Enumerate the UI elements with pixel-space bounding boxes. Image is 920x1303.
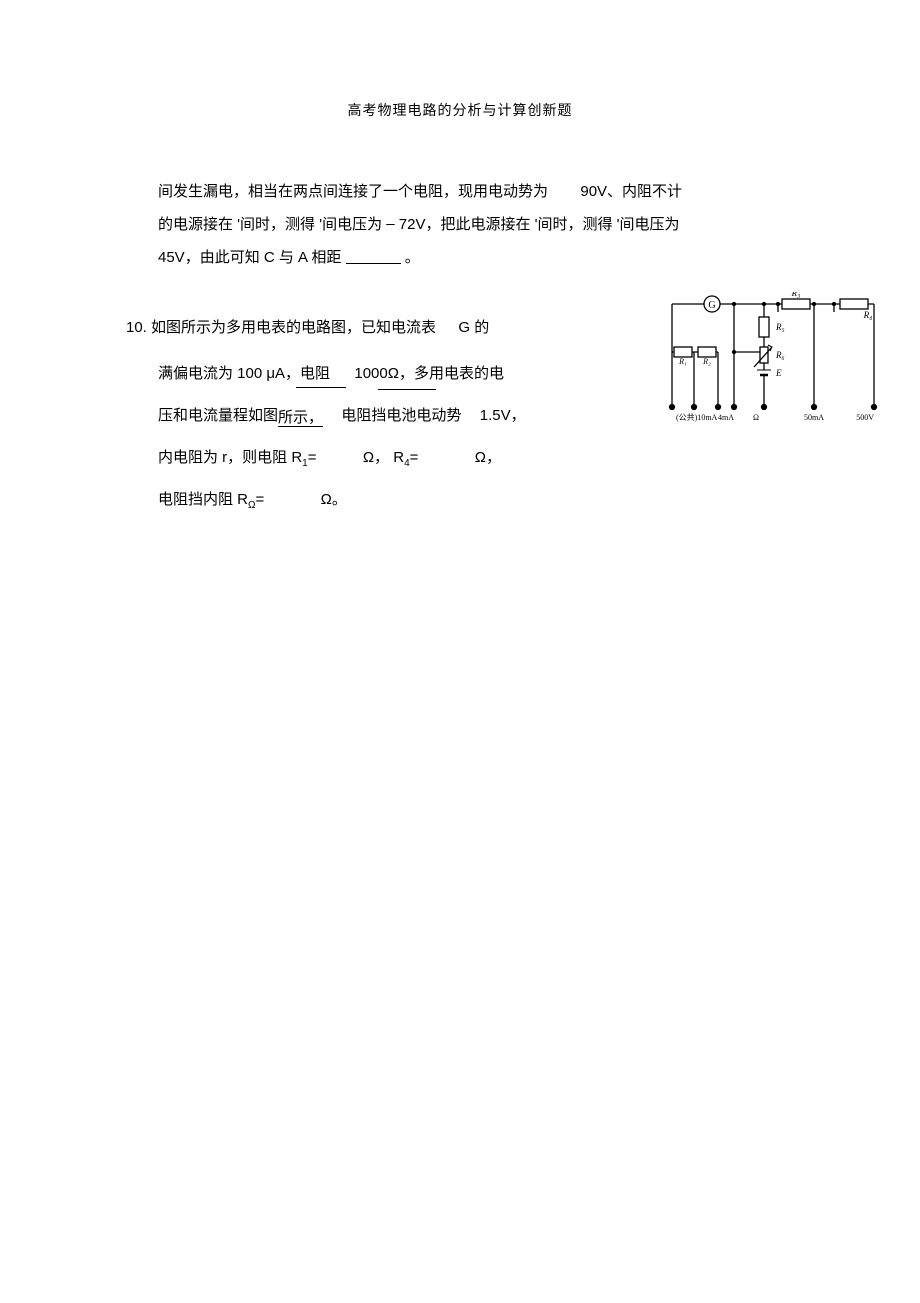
q10-blank-romega <box>268 490 316 507</box>
terminal-50ma: 50mA <box>804 413 824 422</box>
label-R2: R₂ <box>702 357 711 366</box>
circuit-diagram: G R₃ R₄ R₁ R₂ <box>664 292 884 432</box>
q10-p5c: Ω。 <box>321 491 347 508</box>
document-page: 高考物理电路的分析与计算创新题 间发生漏电，相当在两点间连接了一个电阻，现用电动… <box>0 0 920 1303</box>
q10-p4b: = <box>308 449 317 466</box>
q9-line1-a: 间发生漏电，相当在两点间连接了一个电阻，现用电动势为 <box>158 183 548 200</box>
q9-line2-b: 72V，把此电源接在 '间时，测得 '间电压为 <box>399 216 680 233</box>
q9-line3-a: 45V，由此可知 C 与 A 相距 <box>158 249 341 266</box>
label-R1: R₁ <box>678 357 687 366</box>
q10-p5-sub: Ω <box>248 500 255 511</box>
terminal-ohm: Ω <box>753 413 759 422</box>
q10-p4a: 内电阻为 r，则电阻 R <box>158 449 302 466</box>
q10-p5: 电阻挡内阻 RΩ= Ω。 <box>130 479 550 521</box>
terminal-500v: 500V <box>856 413 874 422</box>
page-header-title: 高考物理电路的分析与计算创新题 <box>130 100 790 120</box>
q10-blank-r1 <box>321 448 359 465</box>
q10-p3a: 压和电流量程如图 <box>158 407 278 424</box>
label-R4: R₄ <box>863 310 873 320</box>
label-G: G <box>708 300 715 311</box>
terminal-common: (公共)10mA <box>676 413 718 422</box>
q10-p5a: 电阻挡内阻 R <box>158 491 248 508</box>
label-E: E <box>775 368 782 378</box>
q10-p1a: 如图所示为多用电表的电路图，已知电流表 <box>151 319 436 336</box>
q10-p4: 内电阻为 r，则电阻 R1= Ω， R4= Ω， <box>130 437 550 479</box>
q10-p4d: = <box>410 449 419 466</box>
q10-text: 10. 如图所示为多用电表的电路图，已知电流表 G 的 满偏电流为 100 μA… <box>130 302 550 521</box>
q10-p5b: = <box>256 491 265 508</box>
q10-p3b: 所示， <box>278 409 323 427</box>
q10-block: G R₃ R₄ R₁ R₂ <box>130 302 790 521</box>
q10-p4e: Ω， <box>475 449 501 466</box>
q10-underline-2 <box>378 373 436 390</box>
q9-blank <box>346 248 401 265</box>
label-R5: R₅ <box>775 322 785 332</box>
q10-underline-1 <box>296 372 346 389</box>
q10-blank-r4 <box>423 448 471 465</box>
label-R3: R₃ <box>791 292 801 298</box>
q10-p3: 压和电流量程如图所示， 电阻挡电池电动势 1.5V， <box>130 395 550 437</box>
q9-line1-b: 90V、内阻不计 <box>580 183 682 200</box>
q10-p1b: G 的 <box>458 319 489 336</box>
q9-line2-a: 的电源接在 '间时，测得 '间电压为 <box>158 216 382 233</box>
terminal-4ma: 4mA <box>718 413 734 422</box>
label-R6: R₆ <box>775 350 785 360</box>
q10-p3d: 1.5V， <box>480 407 526 424</box>
q10-p4c: Ω， R <box>363 449 404 466</box>
q10-p2: 满偏电流为 100 μA，电阻 1000Ω，多用电表的电 <box>130 353 550 395</box>
q10-p3c: 电阻挡电池电动势 <box>341 407 461 424</box>
q9-fragment: 间发生漏电，相当在两点间连接了一个电阻，现用电动势为 90V、内阻不计 的电源接… <box>130 175 790 274</box>
q9-line3-b: 。 <box>405 249 420 266</box>
q10-number: 10. <box>126 302 147 353</box>
